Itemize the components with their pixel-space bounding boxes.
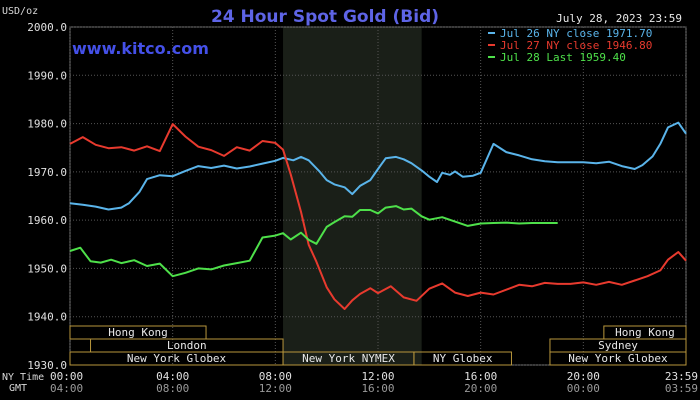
y-tick-label: 1990.0 — [27, 69, 67, 82]
y-tick-labels: 2000.0 1990.0 1980.0 1970.0 1960.0 1950.0 1940… — [27, 21, 67, 372]
gmt-tick-label: 16:00 — [361, 382, 394, 395]
session-box — [549, 351, 687, 366]
gmt-tick-label: 03:59 — [665, 382, 698, 395]
gmt-tick-label: 04:00 — [50, 382, 83, 395]
gmt-label: GMT — [9, 383, 27, 394]
x-tick-label: 20:00 — [567, 370, 600, 383]
y-tick-label: 1930.0 — [27, 359, 67, 372]
legend-entry: Jul 28 Last 1959.40 — [500, 51, 626, 64]
chart-title: 24 Hour Spot Gold (Bid) — [211, 7, 439, 27]
y-tick-label: 2000.0 — [27, 21, 67, 34]
session-label: New York NYMEX — [302, 352, 395, 365]
series-lines — [69, 121, 687, 310]
series-line-0 — [69, 121, 687, 211]
ny-time-label: NY Time — [2, 372, 44, 383]
grid — [69, 26, 687, 366]
nymex-session-shade — [283, 27, 422, 365]
x-tick-label: 08:00 — [259, 370, 292, 383]
x-tick-label: 00:00 — [50, 370, 83, 383]
session-box — [413, 351, 512, 366]
series-line-2 — [69, 205, 558, 278]
y-tick-label: 1980.0 — [27, 118, 67, 131]
y-tick-label: 1970.0 — [27, 166, 67, 179]
y-tick-label: 1950.0 — [27, 262, 67, 275]
y-axis-label: USD/oz — [2, 6, 38, 17]
y-tick-label: 1940.0 — [27, 311, 67, 324]
x-tick-label: 23:59 — [665, 370, 698, 383]
session-label: New York Globex — [568, 352, 668, 365]
gmt-tick-label: 08:00 — [156, 382, 189, 395]
session-label: Hong Kong — [108, 326, 168, 339]
session-label: Hong Kong — [615, 326, 675, 339]
session-label: New York Globex — [127, 352, 227, 365]
watermark: www.kitco.com — [72, 39, 209, 58]
gmt-tick-label: 12:00 — [259, 382, 292, 395]
date-label: July 28, 2023 23:59 — [556, 12, 682, 25]
session-label: London — [167, 339, 207, 352]
series-line-1 — [69, 123, 687, 310]
x-tick-labels: 00:0004:0004:0008:0008:0012:0012:0016:00… — [50, 370, 698, 395]
y-tick-label: 1960.0 — [27, 214, 67, 227]
gmt-tick-label: 20:00 — [464, 382, 497, 395]
legend-entry: Jul 27 NY close 1946.80 — [500, 39, 652, 52]
x-tick-label: 12:00 — [361, 370, 394, 383]
x-tick-label: 16:00 — [464, 370, 497, 383]
x-tick-label: 04:00 — [156, 370, 189, 383]
session-label: Sydney — [598, 339, 638, 352]
session-label: NY Globex — [433, 352, 493, 365]
gmt-tick-label: 00:00 — [567, 382, 600, 395]
legend-entry: Jul 26 NY close 1971.70 — [500, 27, 652, 40]
